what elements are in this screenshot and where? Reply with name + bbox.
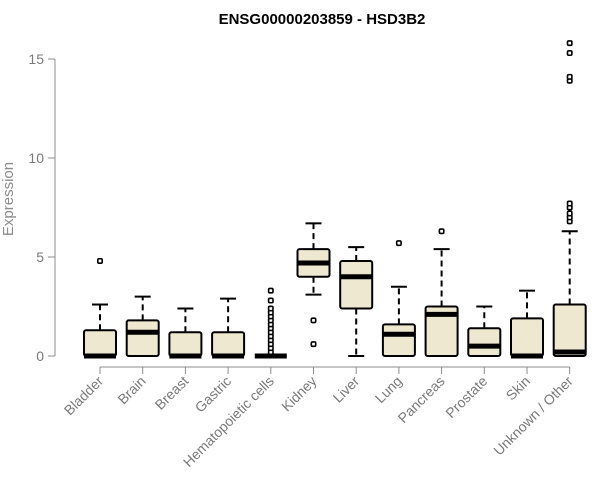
- box-body: [552, 303, 587, 357]
- chart-marks: [83, 40, 587, 359]
- box-body: [168, 331, 203, 357]
- x-tick-label: Gastric: [192, 373, 235, 416]
- box-lung: [381, 240, 416, 358]
- box-brain: [125, 295, 160, 357]
- y-axis-label: Expression: [0, 162, 17, 236]
- outlier-point: [566, 200, 573, 207]
- outlier-point: [267, 305, 274, 312]
- outlier-point: [395, 240, 402, 247]
- box-body: [125, 319, 160, 357]
- axes: 0 5 10 15: [28, 51, 571, 374]
- outlier-point: [267, 287, 274, 294]
- x-tick-label: Unknown / Other: [490, 373, 576, 459]
- box-unknown-other: [552, 40, 587, 357]
- y-tick-label: 15: [28, 51, 44, 67]
- outlier-point: [310, 317, 317, 324]
- x-tick-label: Bladder: [61, 373, 107, 419]
- box-body: [510, 317, 544, 358]
- x-tick-label: Brain: [114, 373, 148, 407]
- box-body: [381, 323, 416, 358]
- box-gastric: [211, 297, 246, 359]
- outlier-point: [566, 50, 573, 57]
- box-body: [339, 259, 374, 310]
- outlier-point: [566, 210, 573, 217]
- box-kidney: [296, 222, 331, 348]
- outlier-point: [566, 73, 573, 80]
- outlier-point: [438, 228, 445, 235]
- x-tick-label: Kidney: [278, 373, 320, 415]
- outlier-point: [310, 341, 317, 348]
- outlier-point: [566, 40, 573, 47]
- x-tick-label: Pancreas: [395, 373, 448, 426]
- x-tick-label: Breast: [152, 373, 192, 413]
- x-tick-label: Prostate: [442, 373, 490, 421]
- box-body: [424, 305, 459, 357]
- box-prostate: [467, 305, 502, 357]
- box-hematopoietic-cells: [254, 287, 287, 359]
- box-liver: [339, 246, 374, 357]
- chart-title: ENSG00000203859 - HSD3B2: [219, 11, 426, 28]
- x-tick-label: Skin: [503, 373, 534, 404]
- box-skin: [510, 289, 544, 359]
- x-tick-label: Liver: [330, 373, 363, 406]
- x-tick-label: Lung: [372, 373, 405, 406]
- box-bladder: [83, 257, 117, 359]
- box-body: [211, 331, 246, 357]
- outlier-point: [267, 297, 274, 304]
- box-pancreas: [424, 228, 459, 357]
- box-body: [467, 327, 502, 357]
- y-tick-label: 5: [36, 249, 44, 265]
- box-breast: [168, 307, 203, 359]
- outlier-point: [97, 257, 104, 264]
- box-body: [83, 329, 117, 358]
- y-tick-label: 10: [28, 150, 44, 166]
- y-tick-label: 0: [36, 348, 44, 364]
